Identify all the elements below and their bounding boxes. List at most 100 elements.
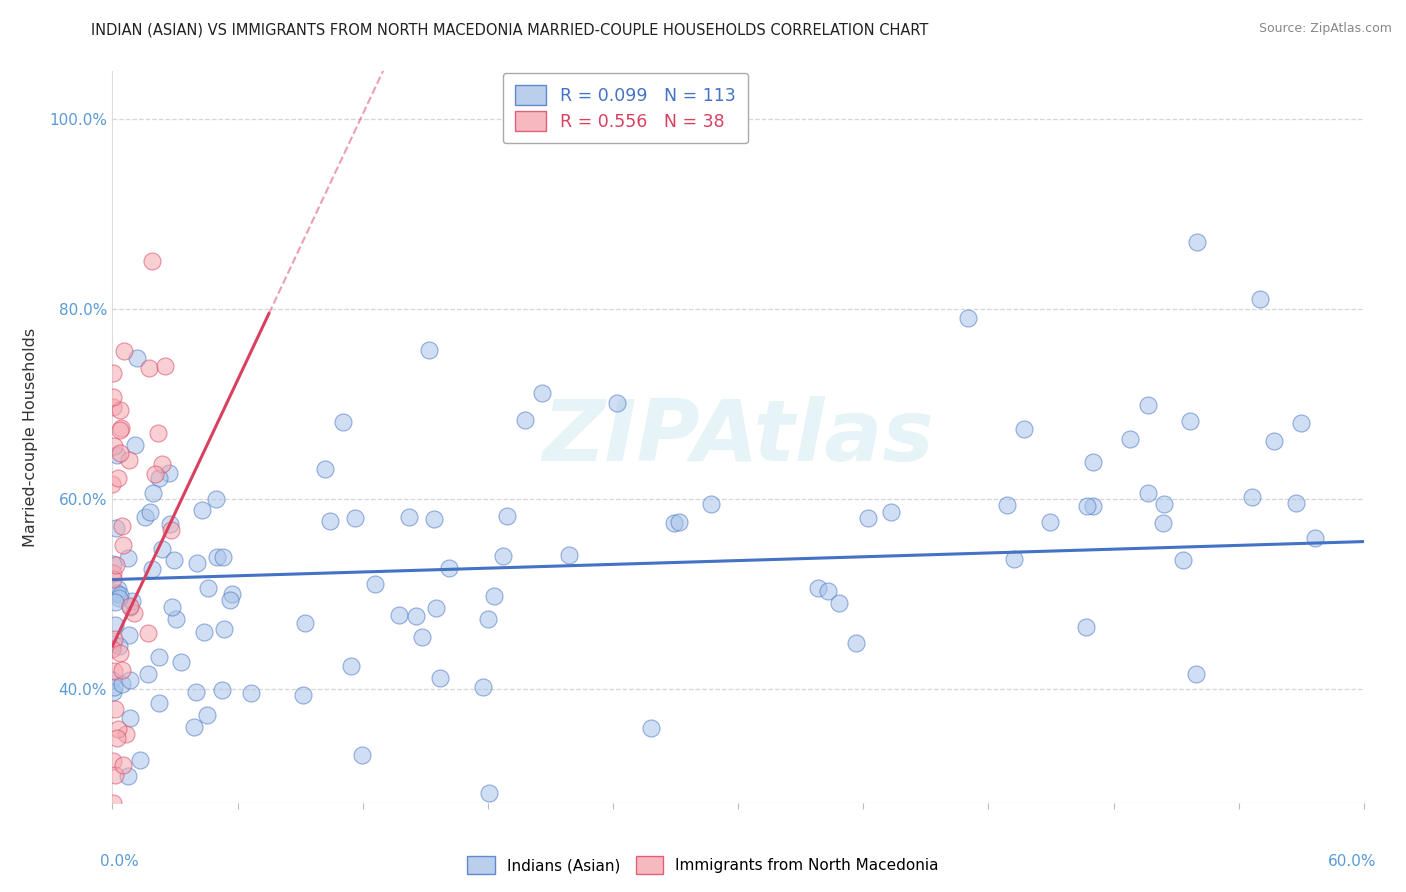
Point [101, 673, 124, 687]
Point [124, 438, 146, 452]
Point [110, 423, 132, 437]
Point [107, 722, 129, 736]
Point [429, 671, 451, 685]
Point [108, 588, 131, 602]
Point [879, 505, 901, 519]
Point [148, 696, 170, 710]
Point [104, 618, 127, 632]
Point [112, 344, 135, 359]
Text: INDIAN (ASIAN) VS IMMIGRANTS FROM NORTH MACEDONIA MARRIED-COUPLE HOUSEHOLDS CORR: INDIAN (ASIAN) VS IMMIGRANTS FROM NORTH … [91, 22, 929, 37]
Point [101, 476, 124, 491]
Point [995, 499, 1018, 513]
Point [418, 343, 440, 357]
Point [558, 548, 581, 562]
Point [103, 664, 125, 678]
Point [117, 769, 139, 783]
Text: ZIPAtlas: ZIPAtlas [543, 395, 934, 479]
Point [107, 591, 129, 606]
Point [411, 630, 433, 644]
Point [640, 722, 662, 736]
Point [111, 538, 134, 552]
Point [195, 708, 218, 723]
Point [101, 558, 124, 572]
Point [314, 461, 336, 475]
Point [482, 590, 505, 604]
Point [817, 584, 839, 599]
Point [700, 497, 723, 511]
Point [364, 577, 387, 591]
Point [204, 491, 226, 506]
Point [107, 471, 129, 485]
Point [221, 587, 243, 601]
Point [101, 390, 124, 404]
Point [111, 664, 134, 678]
Point [425, 600, 447, 615]
Point [1241, 490, 1264, 504]
Point [184, 685, 207, 699]
Point [122, 606, 145, 620]
Point [117, 551, 139, 566]
Point [118, 628, 141, 642]
Point [664, 516, 686, 531]
Point [160, 523, 183, 537]
Point [101, 366, 124, 380]
Point [101, 796, 124, 810]
Point [212, 549, 235, 564]
Point [388, 608, 411, 623]
Point [343, 511, 366, 525]
Legend: R = 0.099   N = 113, R = 0.556   N = 38: R = 0.099 N = 113, R = 0.556 N = 38 [503, 73, 748, 144]
Point [495, 509, 517, 524]
Point [104, 702, 127, 716]
Point [212, 622, 235, 636]
Point [1136, 398, 1159, 412]
Point [1002, 551, 1025, 566]
Point [138, 360, 160, 375]
Point [169, 655, 191, 669]
Point [103, 637, 125, 651]
Point [157, 467, 180, 481]
Point [150, 458, 173, 472]
Point [423, 512, 446, 526]
Text: Source: ZipAtlas.com: Source: ZipAtlas.com [1258, 22, 1392, 36]
Point [1249, 293, 1271, 307]
Point [101, 642, 124, 657]
Point [1285, 496, 1308, 510]
Point [339, 659, 361, 673]
Point [160, 599, 183, 614]
Point [1185, 235, 1208, 250]
Point [1076, 499, 1098, 513]
Point [143, 467, 166, 482]
Point [1303, 531, 1326, 545]
Point [1136, 486, 1159, 500]
Text: 0.0%: 0.0% [100, 854, 139, 869]
Point [828, 596, 851, 610]
Point [294, 616, 316, 631]
Point [491, 549, 513, 563]
Point [103, 632, 125, 646]
Point [118, 453, 141, 467]
Point [1178, 414, 1201, 428]
Point [807, 581, 830, 595]
Point [105, 586, 128, 600]
Point [1173, 552, 1195, 566]
Point [111, 676, 134, 690]
Point [1152, 516, 1174, 530]
Point [1039, 515, 1062, 529]
Point [405, 609, 427, 624]
Point [141, 562, 163, 576]
Point [129, 753, 152, 767]
Point [398, 509, 420, 524]
Point [1083, 455, 1105, 469]
Point [956, 311, 979, 326]
Point [1076, 620, 1098, 634]
Point [1153, 497, 1175, 511]
Point [162, 552, 184, 566]
Point [1263, 434, 1285, 448]
Point [110, 519, 132, 533]
Point [125, 351, 148, 365]
Point [103, 439, 125, 453]
Point [103, 681, 125, 695]
Point [1184, 666, 1206, 681]
Point [1118, 432, 1140, 446]
Point [101, 566, 124, 580]
